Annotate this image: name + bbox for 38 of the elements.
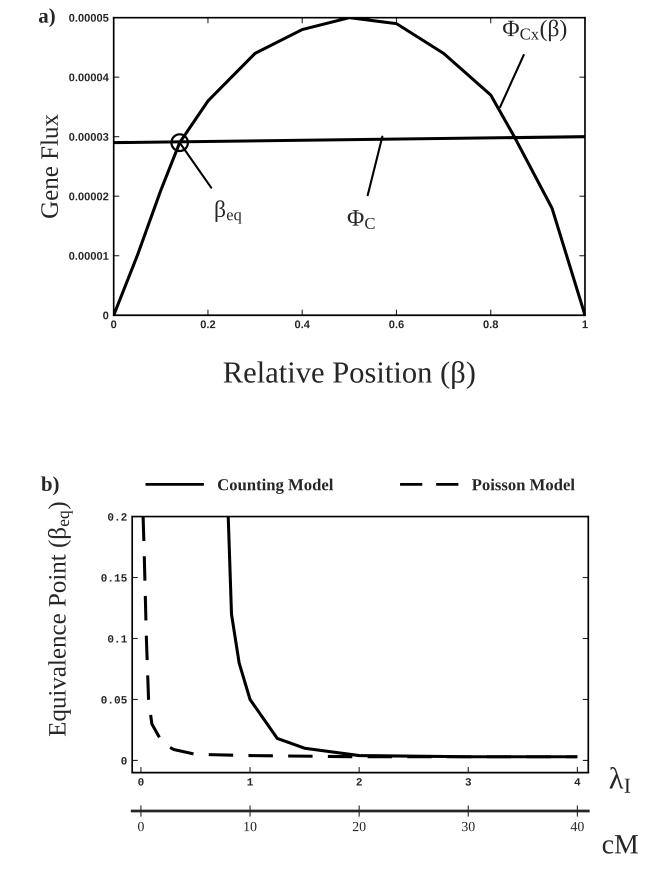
x-tick-label: 3 — [465, 778, 472, 786]
y-tick-label: 0.00003 — [69, 132, 108, 141]
x-tick-label: 0.8 — [483, 320, 498, 328]
x-tick-label: 0.4 — [294, 320, 310, 328]
x2-axis-title: cM — [602, 835, 638, 854]
x-tick-label: 0.2 — [200, 320, 216, 328]
y-tick-label: 0.00005 — [69, 14, 109, 22]
x-tick-label: 4 — [574, 778, 580, 786]
y-tick-label: 0.15 — [101, 574, 127, 582]
x-tick-label: 1 — [582, 320, 588, 328]
y-tick-label: 0.00002 — [69, 192, 108, 200]
chart-title: b) — [41, 476, 59, 496]
y-tick-label: 0.1 — [108, 635, 127, 643]
y-tick-label: 0 — [121, 757, 127, 765]
y-tick-label: 0.05 — [101, 696, 127, 704]
x-tick-label: 0 — [138, 778, 144, 786]
x2-tick-label: 10 — [244, 822, 256, 832]
y-tick-label: 0.00004 — [69, 73, 109, 82]
y-tick-label: 0.00001 — [69, 252, 109, 260]
annotation: β$_{eq}$ — [216, 200, 242, 224]
legend-label: Counting Model — [218, 478, 334, 494]
x2-tick-label: 20 — [352, 822, 366, 832]
x-axis-title: Relative Position (β) — [224, 361, 475, 390]
x2-tick-label: 40 — [570, 822, 584, 832]
x-tick-label: 1 — [247, 778, 253, 786]
x-axis-title: λ$_{I}$ — [610, 767, 630, 793]
y-tick-label: 0.2 — [108, 513, 127, 521]
x2-tick-label: 30 — [462, 822, 475, 832]
y-axis-title: Equivalence Point (β$_{eq}$) — [48, 502, 73, 736]
x-tick-label: 0.6 — [389, 320, 404, 328]
chart-title: a) — [38, 8, 55, 28]
annotation: Φ$_{C}$ — [348, 210, 375, 229]
y-axis-title: Gene Flux — [40, 114, 58, 218]
annotation: Φ$_{Cx}$(β) — [503, 20, 566, 42]
x-tick-label: 2 — [356, 778, 362, 786]
x2-tick-label: 0 — [138, 822, 144, 832]
y-tick-label: 0 — [103, 312, 108, 320]
legend-label: Poisson Model — [472, 478, 575, 490]
